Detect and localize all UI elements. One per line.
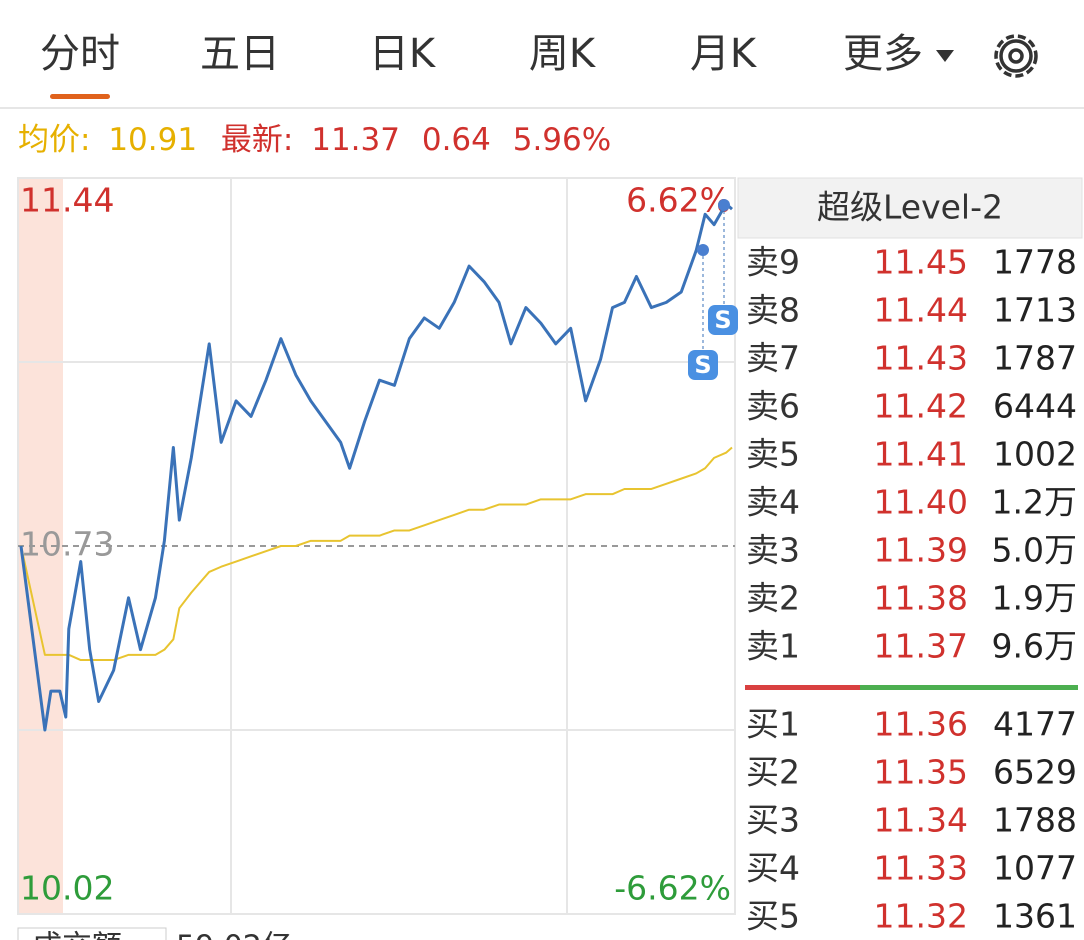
price-line <box>19 202 733 732</box>
dropdown-arrow[interactable] <box>936 50 954 62</box>
level-label: 买1 <box>746 705 800 744</box>
level-price: 11.33 <box>874 849 968 888</box>
settings-icon[interactable] <box>994 34 1038 78</box>
level-volume: 5.0万 <box>992 531 1077 570</box>
level-price: 11.38 <box>874 579 968 618</box>
level-label: 买3 <box>746 801 800 840</box>
y-tick-label: 10.73 <box>20 525 114 564</box>
tab[interactable]: 分时 <box>40 31 120 77</box>
y2-tick-label: 6.62% <box>626 181 731 220</box>
level-price: 11.37 <box>874 627 968 666</box>
tab-bar: 分时 五日 日K 周K 月K 更多 <box>40 31 923 77</box>
level-label: 卖2 <box>746 579 800 618</box>
level-price: 11.45 <box>874 243 968 282</box>
level-volume: 1002 <box>993 435 1077 474</box>
change: 0.64 <box>422 122 491 158</box>
tab[interactable]: 更多 <box>843 31 923 77</box>
level-volume: 6529 <box>993 753 1077 792</box>
signal-dot <box>718 199 730 211</box>
order-book: 超级Level-2 卖9 11.45 1778 卖8 11.44 1713 卖7 11.43 1… <box>737 177 1083 936</box>
signal-badge[interactable] <box>688 350 718 380</box>
order-book-header <box>737 177 1083 239</box>
level-label: 卖5 <box>746 435 800 474</box>
level-volume: 4177 <box>993 705 1077 744</box>
avg-line <box>20 446 733 662</box>
level-label: 卖1 <box>746 627 800 666</box>
level-volume: 9.6万 <box>992 627 1077 666</box>
signal-dot <box>697 244 709 256</box>
level-price: 11.32 <box>874 897 968 936</box>
level-label: 卖8 <box>746 291 800 330</box>
turnover-value: 59.02亿 <box>176 930 292 940</box>
y-tick-label: 11.44 <box>20 181 114 220</box>
signal-markers: S S <box>688 199 738 380</box>
level-label: 卖6 <box>746 387 800 426</box>
tab[interactable]: 五日 <box>200 31 280 77</box>
level-volume: 1713 <box>993 291 1077 330</box>
avg-price: 10.91 <box>108 122 197 158</box>
level-label: 卖9 <box>746 243 800 282</box>
bid-divider <box>860 685 1078 690</box>
level-label: 买5 <box>746 897 800 936</box>
y-tick-label: 10.02 <box>20 869 114 908</box>
level-price: 11.39 <box>874 531 968 570</box>
turnover-label: 成交额 <box>32 930 122 940</box>
active-tab-indicator <box>50 94 110 99</box>
intraday-chart: 10.02 10.73 11.44 -6.62% 6.62% <box>17 177 736 915</box>
level-volume: 1787 <box>993 339 1077 378</box>
level-volume: 6444 <box>993 387 1077 426</box>
level-volume: 1.9万 <box>992 579 1077 618</box>
level-label: 买2 <box>746 753 800 792</box>
level-label: 卖3 <box>746 531 800 570</box>
tab[interactable]: 周K <box>529 31 597 77</box>
turnover-box <box>17 927 167 940</box>
ask-divider <box>745 685 860 690</box>
level-volume: 1361 <box>993 897 1077 936</box>
level-label: 卖4 <box>746 483 800 522</box>
level-volume: 1788 <box>993 801 1077 840</box>
level-price: 11.40 <box>874 483 968 522</box>
tab[interactable]: 日K <box>369 31 437 77</box>
latest-price: 11.37 <box>311 122 400 158</box>
level-price: 11.44 <box>874 291 968 330</box>
signal-text: S <box>694 351 711 379</box>
level-label: 买4 <box>746 849 800 888</box>
level-label: 卖7 <box>746 339 800 378</box>
y2-tick-label: -6.62% <box>614 869 731 908</box>
signal-text: S <box>714 306 731 334</box>
level-price: 11.35 <box>874 753 968 792</box>
avg-label: 均价: <box>18 122 90 158</box>
order-book-title: 超级Level-2 <box>817 188 1003 227</box>
signal-badge[interactable] <box>708 305 738 335</box>
level-price: 11.41 <box>874 435 968 474</box>
level-price: 11.34 <box>874 801 968 840</box>
level-volume: 1778 <box>993 243 1077 282</box>
latest-label: 最新: <box>221 122 293 158</box>
tab[interactable]: 月K <box>690 31 758 77</box>
level-volume: 1077 <box>993 849 1077 888</box>
level-price: 11.42 <box>874 387 968 426</box>
level-price: 11.43 <box>874 339 968 378</box>
change-pct: 5.96% <box>513 122 611 158</box>
quote-row: 均价: 10.91 最新: 11.37 0.64 5.96% <box>18 122 611 158</box>
level-volume: 1.2万 <box>992 483 1077 522</box>
level-price: 11.36 <box>874 705 968 744</box>
